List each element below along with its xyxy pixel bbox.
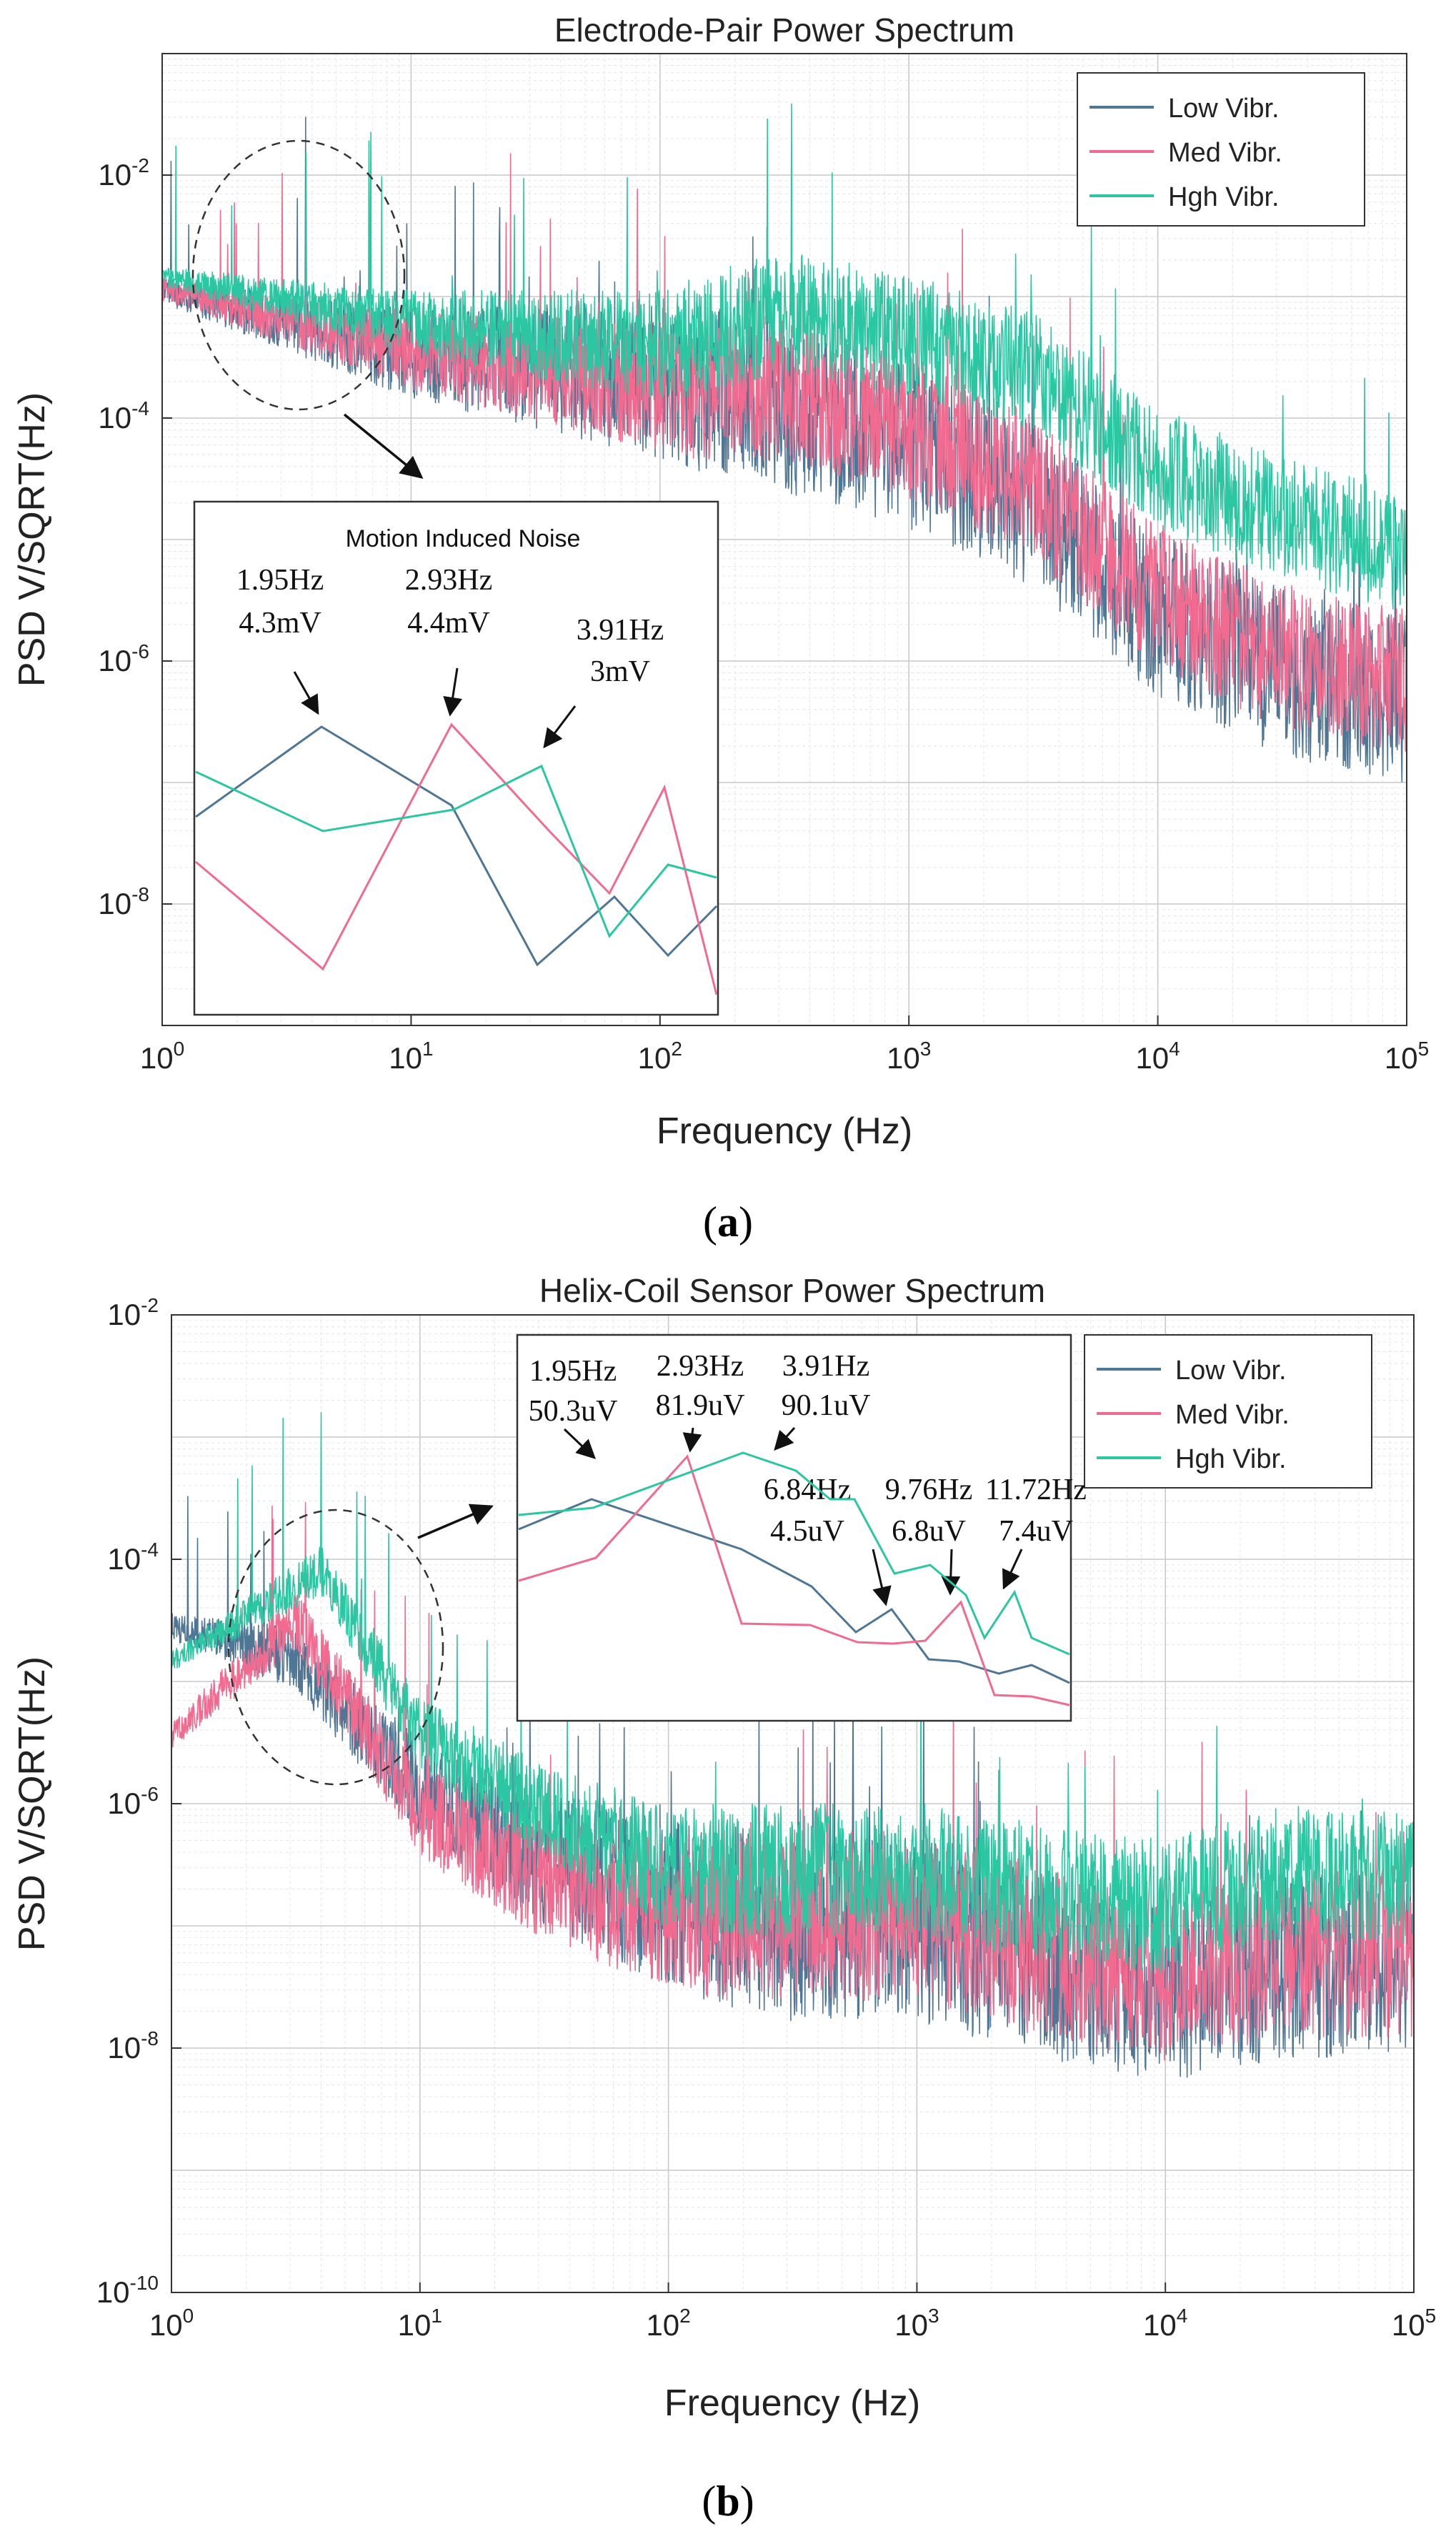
chart-a-frame [161, 53, 1407, 1026]
chart-a-ylabel: PSD V/SQRT(Hz) [11, 392, 53, 687]
chart-a-highlight-ellipse [191, 139, 406, 411]
y-tick-label: 10-6 [98, 640, 149, 677]
x-tick-label: 103 [894, 2305, 939, 2342]
chart-b-ann-5-arrow [941, 1549, 961, 1596]
chart-a-ticks: 100 101 102 103 104 105 10-8 10-6 10-4 10-2 [98, 154, 1429, 1075]
x-tick-label: 100 [149, 2305, 194, 2342]
chart-b-ann-1-freq: 1.95Hz [529, 1355, 617, 1388]
chart-a-legend: Low Vibr. Med Vibr. Hgh Vibr. [1077, 72, 1365, 227]
panel-a: Electrode-Pair Power Spectrum 100 101 102 1… [11, 11, 1429, 1246]
chart-b-ann-6-freq: 11.72Hz [985, 1474, 1087, 1506]
chart-b-ann-2-freq: 2.93Hz [657, 1350, 744, 1383]
chart-b-inset: 1.95Hz 50.3uV 2.93Hz 81.9uV 3.91Hz 90.1u… [516, 1333, 1087, 1722]
chart-b-ann-5-value: 6.8uV [892, 1515, 966, 1548]
x-tick-label: 105 [1392, 2305, 1436, 2342]
chart-b-ann-2-arrow [682, 1427, 702, 1453]
chart-b-highlight-ellipse [227, 1509, 444, 1786]
chart-b-inset-line-med [518, 1454, 1070, 1706]
chart-b-zoom-arrow [417, 1504, 494, 1539]
chart-b-ticks: 100 101 102 103 104 105 10-10 10-8 10-6 10-4 10-2 [96, 1294, 1436, 2342]
chart-a-inset-box [193, 500, 719, 1016]
chart-a-ann-3-arrow [543, 705, 577, 749]
chart-a-series-group [162, 103, 1407, 782]
chart-a-ann-3-value: 3mV [590, 655, 650, 688]
x-tick-label: 101 [389, 1038, 433, 1075]
chart-a-ann-3-freq: 3.91Hz [577, 614, 664, 647]
chart-a-ann-2-arrow [443, 667, 463, 717]
chart-b-series-high [171, 1411, 1414, 1973]
chart-b-legend-label-med: Med Vibr. [1175, 1400, 1290, 1430]
y-tick-label: 10-4 [107, 1539, 159, 1576]
chart-a-zoom-arrow [343, 413, 424, 479]
chart-b-ann-2-value: 81.9uV [656, 1389, 745, 1422]
y-tick-label: 10-10 [96, 2272, 159, 2309]
chart-b-legend-label-high: Hgh Vibr. [1175, 1444, 1287, 1474]
chart-b-ann-4-arrow [872, 1549, 892, 1606]
x-tick-label: 103 [887, 1038, 931, 1075]
chart-b-ann-4-value: 4.5uV [770, 1515, 844, 1548]
y-tick-label: 10-2 [107, 1294, 159, 1331]
chart-a-ann-1-value: 4.3mV [239, 607, 321, 640]
chart-a-ann-2-value: 4.4mV [407, 607, 490, 640]
y-tick-label: 10-4 [98, 397, 149, 434]
panel-b-label: (b) [702, 2478, 754, 2525]
chart-b-series-group [171, 1411, 1414, 2078]
chart-b-ann-1-value: 50.3uV [529, 1395, 618, 1428]
y-tick-label: 10-8 [107, 2027, 159, 2065]
chart-a-ann-1-freq: 1.95Hz [236, 564, 324, 597]
chart-a-xlabel: Frequency (Hz) [657, 1111, 912, 1152]
panel-a-label: (a) [703, 1198, 753, 1246]
chart-a-ann-1-arrow [293, 671, 319, 715]
chart-a-legend-box [1077, 72, 1365, 227]
chart-b-inset-line-high [518, 1451, 1070, 1656]
chart-b-ann-5-freq: 9.76Hz [885, 1474, 972, 1506]
chart-b-ann-3-value: 90.1uV [782, 1389, 871, 1422]
chart-b-ann-3-arrow [774, 1426, 796, 1451]
chart-a-legend-label-med: Med Vibr. [1168, 138, 1282, 168]
chart-a-title: Electrode-Pair Power Spectrum [554, 11, 1014, 49]
chart-a-inset: Motion Induced Noise 1.95Hz 4.3mV 2.93Hz… [193, 500, 719, 1016]
chart-a-inset-line-med [195, 722, 718, 995]
panel-b: Helix-Coil Sensor Power Spectrum 100 101 1… [11, 1272, 1436, 2525]
chart-a-ann-2-freq: 2.93Hz [405, 564, 492, 597]
x-tick-label: 105 [1385, 1038, 1429, 1075]
x-tick-label: 104 [1143, 2305, 1187, 2342]
x-tick-label: 102 [646, 2305, 690, 2342]
x-tick-label: 100 [140, 1038, 184, 1075]
chart-a-series-med [162, 153, 1407, 752]
chart-b-inset-line-low [518, 1498, 1070, 1684]
chart-a-series-high [162, 103, 1407, 611]
chart-b-legend-label-low: Low Vibr. [1175, 1356, 1287, 1386]
chart-b-ann-3-freq: 3.91Hz [782, 1350, 869, 1383]
chart-b-xlabel: Frequency (Hz) [664, 2383, 920, 2424]
y-tick-label: 10-8 [98, 883, 149, 920]
x-tick-label: 102 [638, 1038, 682, 1075]
chart-a-inset-line-low [195, 725, 718, 967]
chart-b-ann-4-freq: 6.84Hz [764, 1474, 851, 1506]
chart-b-ann-1-arrow [563, 1428, 596, 1459]
chart-a-legend-label-high: Hgh Vibr. [1168, 182, 1280, 212]
x-tick-label: 101 [398, 2305, 442, 2342]
chart-a-inset-line-high [195, 764, 717, 938]
x-tick-label: 104 [1135, 1038, 1180, 1075]
y-tick-label: 10-2 [98, 154, 149, 192]
chart-b-legend-box [1084, 1334, 1372, 1489]
y-tick-label: 10-6 [107, 1783, 159, 1820]
chart-a-legend-label-low: Low Vibr. [1168, 94, 1280, 124]
chart-b-ann-6-value: 7.4uV [999, 1515, 1073, 1548]
chart-b-ann-6-arrow [1002, 1549, 1023, 1590]
chart-b-inset-box [516, 1333, 1072, 1722]
chart-a-inset-title: Motion Induced Noise [346, 525, 581, 552]
chart-b-ylabel: PSD V/SQRT(Hz) [11, 1656, 53, 1951]
chart-b-legend: Low Vibr. Med Vibr. Hgh Vibr. [1084, 1334, 1372, 1489]
chart-b-title: Helix-Coil Sensor Power Spectrum [539, 1272, 1045, 1309]
